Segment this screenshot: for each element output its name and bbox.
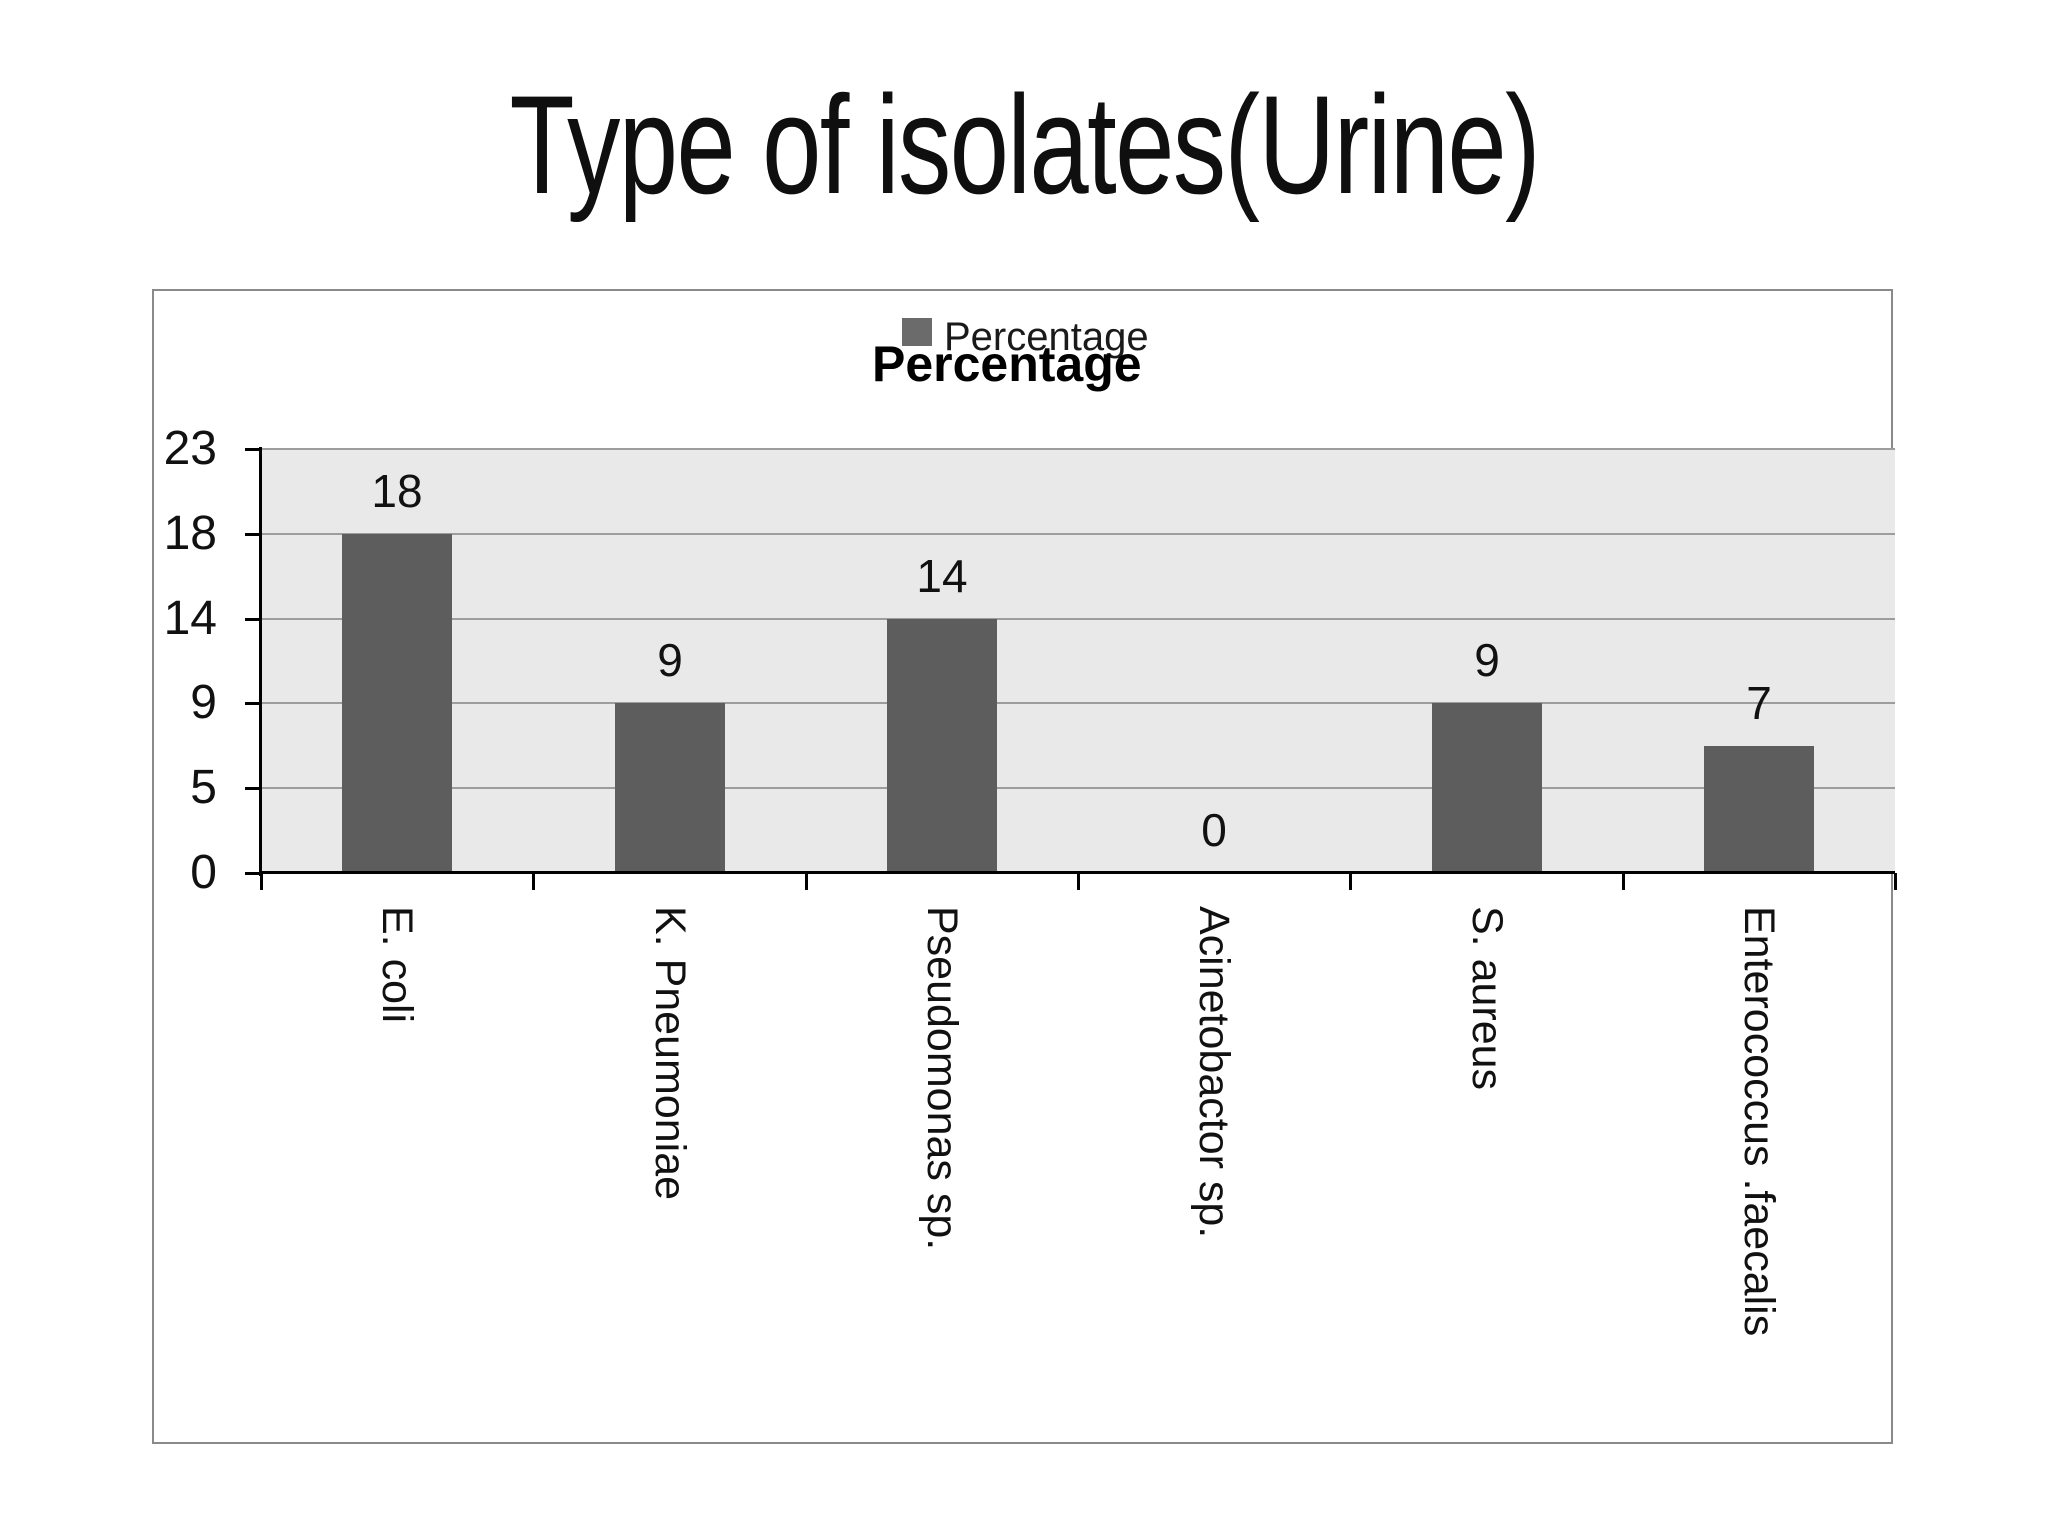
x-axis-tick [260, 873, 263, 890]
bar-data-label: 0 [1201, 804, 1227, 856]
x-axis-category-label: K. Pneumoniae [646, 906, 694, 1201]
gridline [261, 702, 1895, 704]
y-axis-line [259, 447, 262, 876]
bar [887, 619, 997, 873]
y-axis-tick-label: 5 [190, 761, 217, 814]
x-axis-tick [1349, 873, 1352, 890]
bar [615, 703, 725, 873]
y-axis-tick [245, 872, 261, 875]
page-title-text: Type of isolates(Urine) [509, 66, 1540, 223]
legend: Percentage [902, 316, 1149, 358]
bar-data-label: 18 [371, 465, 423, 517]
plot-background [261, 449, 1895, 873]
legend-label: Percentage [944, 315, 1149, 359]
x-axis-line [261, 871, 1895, 874]
gridline [261, 448, 1895, 450]
x-axis-tick [1077, 873, 1080, 890]
y-axis-tick [245, 787, 261, 790]
y-axis-tick [245, 533, 261, 536]
y-axis-tick-label: 23 [163, 422, 217, 475]
y-axis-tick-label: 14 [163, 592, 217, 645]
bar-data-label: 14 [916, 550, 968, 602]
y-axis-tick-label: 9 [190, 676, 217, 729]
x-axis-tick [1894, 873, 1897, 890]
bar [1432, 703, 1542, 873]
y-axis-tick-label: 0 [190, 846, 217, 899]
gridline [261, 787, 1895, 789]
bar [342, 534, 452, 873]
y-axis-tick [245, 702, 261, 705]
bar-data-label: 9 [1474, 634, 1500, 686]
x-axis-tick [532, 873, 535, 890]
x-axis-category-label: Acinetobactor sp. [1190, 906, 1238, 1239]
bar [1704, 746, 1814, 873]
x-axis-category-label: Pseudomonas sp. [918, 906, 966, 1251]
legend-swatch [902, 318, 932, 346]
y-axis-tick-label: 18 [163, 507, 217, 560]
x-axis-tick [805, 873, 808, 890]
x-axis-category-label: Enterococcus .faecalis [1735, 906, 1783, 1337]
chart-title: Percentage [872, 336, 1142, 392]
bar-data-label: 7 [1746, 677, 1772, 729]
x-axis-category-label: E. coli [373, 906, 421, 1024]
gridline [261, 533, 1895, 535]
y-axis-tick [245, 618, 261, 621]
gridline [261, 618, 1895, 620]
y-axis-tick [245, 448, 261, 451]
x-axis-category-label: S. aureus [1463, 906, 1511, 1091]
page-title: Type of isolates(Urine) [0, 64, 2048, 226]
x-axis-tick [1622, 873, 1625, 890]
bar-data-label: 9 [657, 634, 683, 686]
